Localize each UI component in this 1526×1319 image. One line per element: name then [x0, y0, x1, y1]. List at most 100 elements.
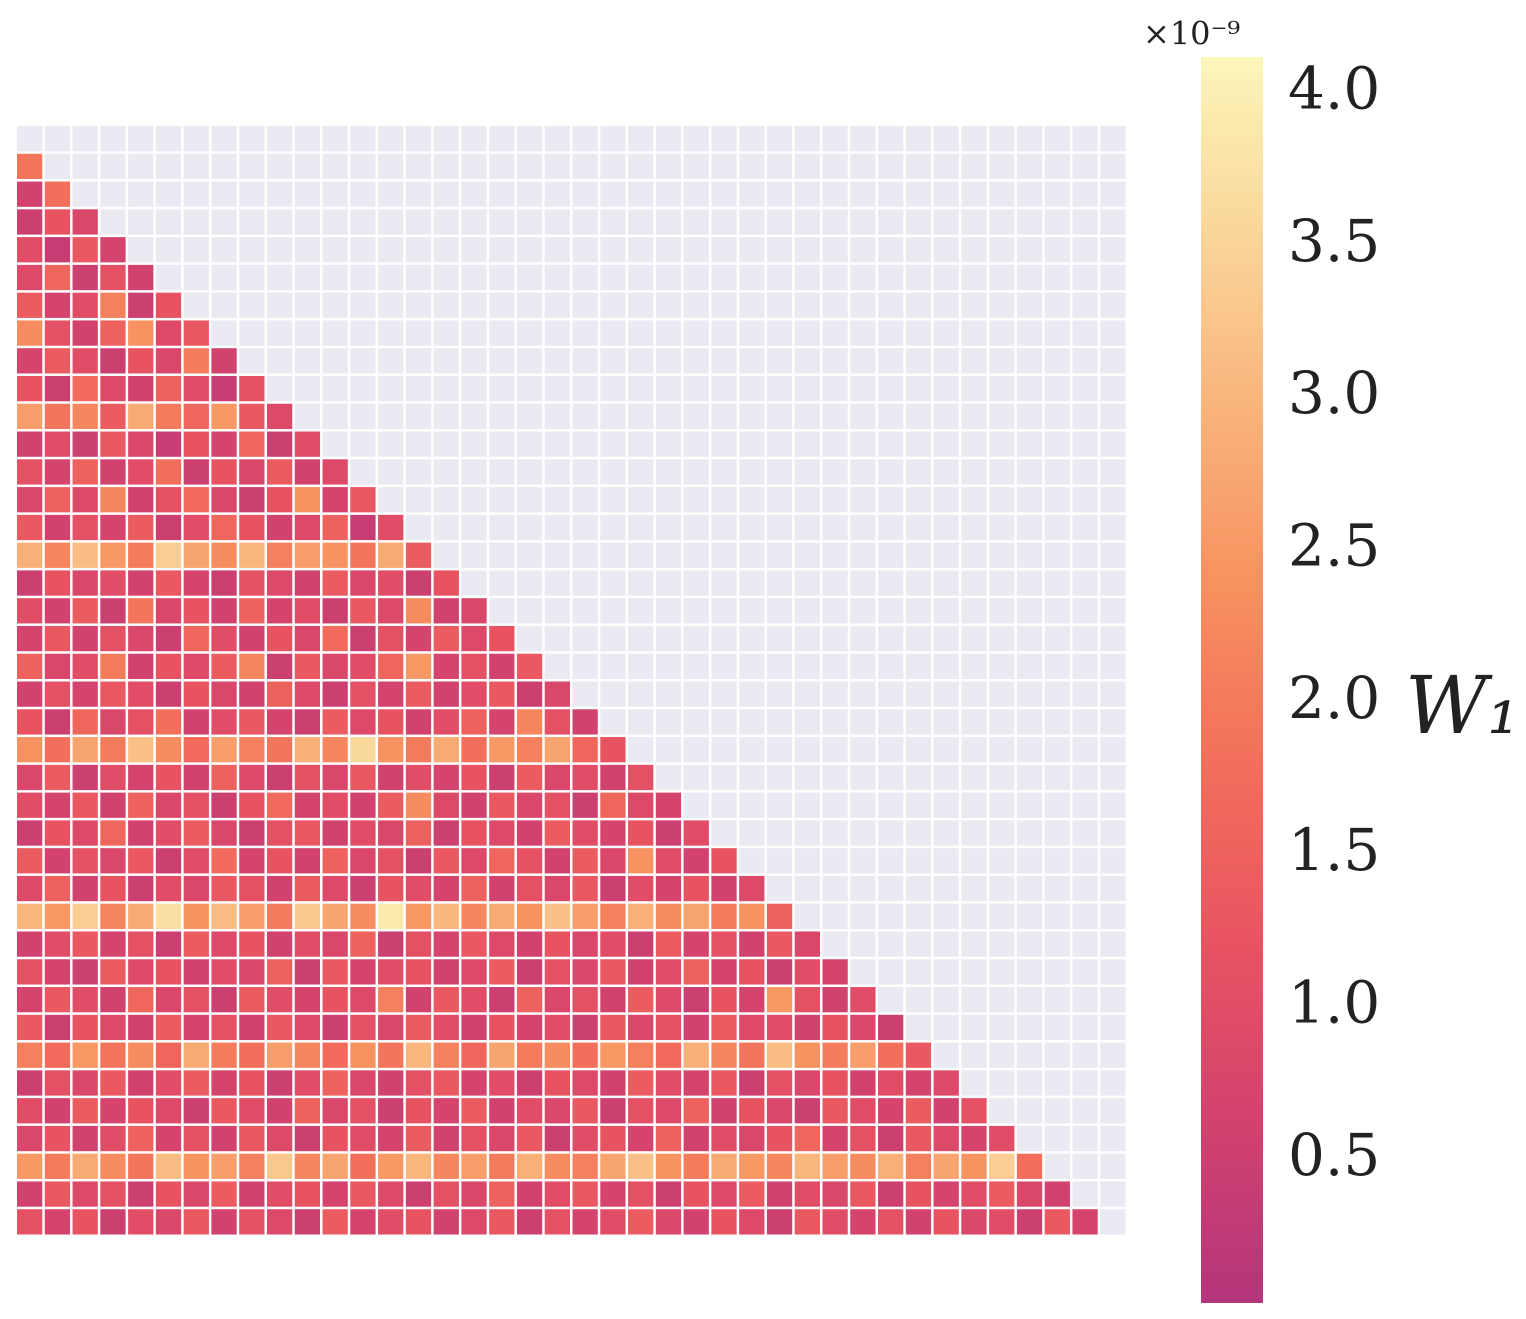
empty-cell: [128, 126, 154, 152]
heatmap-cell: [155, 542, 182, 568]
heatmap-cell: [850, 1070, 876, 1096]
empty-cell: [239, 237, 265, 263]
empty-cell: [961, 542, 987, 568]
empty-cell: [489, 320, 515, 346]
heatmap-cell: [17, 459, 43, 485]
heatmap-cell: [628, 792, 654, 818]
heatmap-cell: [211, 681, 237, 707]
empty-cell: [822, 598, 848, 624]
empty-cell: [905, 542, 932, 568]
heatmap-cell: [766, 987, 793, 1013]
empty-cell: [1016, 653, 1043, 679]
colorbar-tick-label: 0.5: [1288, 1121, 1380, 1189]
empty-cell: [1016, 292, 1043, 318]
heatmap-cell: [266, 848, 293, 874]
empty-cell: [489, 403, 515, 430]
empty-cell: [683, 264, 709, 291]
empty-cell: [433, 431, 459, 457]
empty-cell: [183, 153, 209, 180]
heatmap-cell: [183, 514, 209, 541]
empty-cell: [405, 237, 432, 263]
heatmap-cell: [794, 959, 820, 985]
heatmap-cell: [461, 959, 487, 985]
heatmap-cell: [183, 931, 209, 957]
heatmap-cell: [516, 1125, 543, 1152]
empty-cell: [711, 737, 737, 763]
empty-cell: [155, 264, 182, 291]
heatmap-cell: [211, 653, 237, 679]
empty-cell: [766, 209, 793, 235]
heatmap-cell: [1072, 1209, 1098, 1235]
empty-cell: [1072, 625, 1098, 652]
heatmap-cell: [44, 653, 71, 679]
heatmap-cell: [72, 292, 98, 318]
heatmap-cell: [211, 570, 237, 596]
empty-cell: [850, 459, 876, 485]
empty-cell: [905, 570, 932, 596]
empty-cell: [628, 237, 654, 263]
heatmap-cell: [322, 625, 348, 652]
heatmap-cell: [378, 1098, 404, 1124]
empty-cell: [683, 375, 709, 402]
heatmap-cell: [211, 903, 237, 929]
empty-cell: [239, 126, 265, 152]
empty-cell: [489, 375, 515, 402]
heatmap-cell: [239, 459, 265, 485]
empty-cell: [655, 237, 682, 263]
empty-cell: [322, 237, 348, 263]
empty-cell: [1016, 320, 1043, 346]
empty-cell: [878, 514, 904, 541]
empty-cell: [1016, 403, 1043, 430]
heatmap-cell: [628, 959, 654, 985]
empty-cell: [1100, 764, 1126, 791]
heatmap-cell: [17, 764, 43, 791]
empty-cell: [489, 598, 515, 624]
empty-cell: [1100, 1125, 1126, 1152]
heatmap-cell: [378, 875, 404, 902]
heatmap-cell: [905, 1153, 932, 1179]
heatmap-cell: [128, 570, 154, 596]
heatmap-cell: [100, 653, 126, 679]
empty-cell: [461, 514, 487, 541]
heatmap-cell: [17, 875, 43, 902]
heatmap-cell: [378, 764, 404, 791]
empty-cell: [655, 320, 682, 346]
heatmap-cell: [405, 653, 432, 679]
empty-cell: [961, 570, 987, 596]
empty-cell: [933, 764, 959, 791]
empty-cell: [794, 237, 820, 263]
empty-cell: [211, 126, 237, 152]
heatmap-cell: [17, 820, 43, 846]
heatmap-cell: [878, 1209, 904, 1235]
empty-cell: [1044, 1098, 1070, 1124]
heatmap-cell: [100, 737, 126, 763]
heatmap-cell: [878, 1070, 904, 1096]
heatmap-cell: [17, 1209, 43, 1235]
empty-cell: [822, 209, 848, 235]
empty-cell: [739, 570, 765, 596]
empty-cell: [1100, 653, 1126, 679]
heatmap-cell: [44, 459, 71, 485]
empty-cell: [989, 570, 1015, 596]
empty-cell: [878, 542, 904, 568]
empty-cell: [822, 514, 848, 541]
heatmap-cell: [933, 1209, 959, 1235]
empty-cell: [461, 403, 487, 430]
heatmap-cell: [72, 237, 98, 263]
empty-cell: [961, 126, 987, 152]
heatmap-cell: [100, 403, 126, 430]
empty-cell: [794, 126, 820, 152]
empty-cell: [989, 931, 1015, 957]
heatmap-cell: [44, 1125, 71, 1152]
empty-cell: [1044, 209, 1070, 235]
heatmap-cell: [350, 570, 376, 596]
heatmap-cell: [211, 987, 237, 1013]
empty-cell: [794, 209, 820, 235]
heatmap-cell: [600, 764, 626, 791]
heatmap-cell: [44, 820, 71, 846]
heatmap-cell: [405, 764, 432, 791]
empty-cell: [711, 375, 737, 402]
empty-cell: [961, 848, 987, 874]
colorbar-tick-label: 3.0: [1288, 359, 1380, 427]
empty-cell: [989, 987, 1015, 1013]
